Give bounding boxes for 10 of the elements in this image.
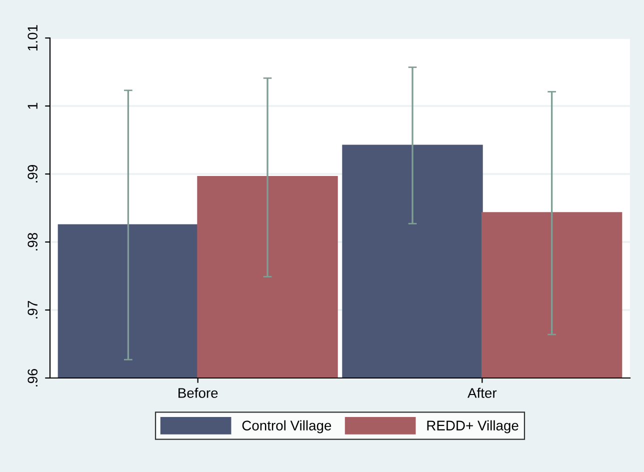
y-tick-label: 1.01 bbox=[28, 25, 38, 50]
y-tick-label: .97 bbox=[28, 301, 38, 318]
x-tick-label: After bbox=[468, 388, 497, 398]
y-tick-label: .99 bbox=[28, 165, 38, 182]
y-tick-label: .98 bbox=[28, 232, 38, 250]
y-tick-label: 1 bbox=[28, 102, 38, 109]
legend-label: REDD+ Village bbox=[427, 420, 518, 434]
legend-label: Control Village bbox=[242, 420, 332, 434]
y-tick-label: .96 bbox=[28, 368, 38, 386]
x-tick-label: Before bbox=[178, 388, 218, 398]
